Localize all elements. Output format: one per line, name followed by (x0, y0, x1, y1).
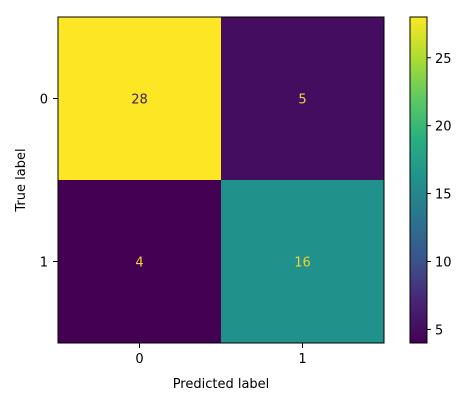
colorbar-tick-label-0: 5 (435, 323, 443, 338)
y-tick-label-0: 0 (40, 93, 48, 108)
colorbar-tick-label-2: 15 (435, 188, 452, 203)
axes: 0 1 0 1 (40, 93, 307, 368)
y-tick-label-1: 1 (40, 256, 48, 271)
colorbar-tick-label-3: 20 (435, 120, 452, 135)
x-tick-label-1: 1 (298, 352, 306, 367)
heatmap-cell-0-0 (58, 17, 221, 180)
cell-value-labels: 28 5 4 16 (131, 93, 311, 271)
x-tick-label-0: 0 (135, 352, 143, 367)
colorbar-ticks: 5 10 15 20 25 (427, 52, 452, 338)
cell-value-label-0-1: 5 (298, 93, 306, 108)
colorbar-tick-label-4: 25 (435, 52, 452, 67)
heatmap-cell-0-1 (221, 17, 384, 180)
heatmap-frame (57, 16, 385, 344)
y-axis-label: True label (14, 148, 29, 212)
x-axis-label: Predicted label (173, 377, 270, 392)
cell-value-label-0-0: 28 (131, 93, 148, 108)
cell-value-label-1-0: 4 (135, 256, 143, 271)
colorbar-tick-label-1: 10 (435, 256, 452, 271)
heatmap-cell-1-0 (58, 180, 221, 343)
colorbar (409, 16, 428, 344)
heatmap-cells (58, 17, 384, 343)
cell-value-label-1-1: 16 (294, 256, 311, 271)
heatmap-cell-1-1 (221, 180, 384, 343)
